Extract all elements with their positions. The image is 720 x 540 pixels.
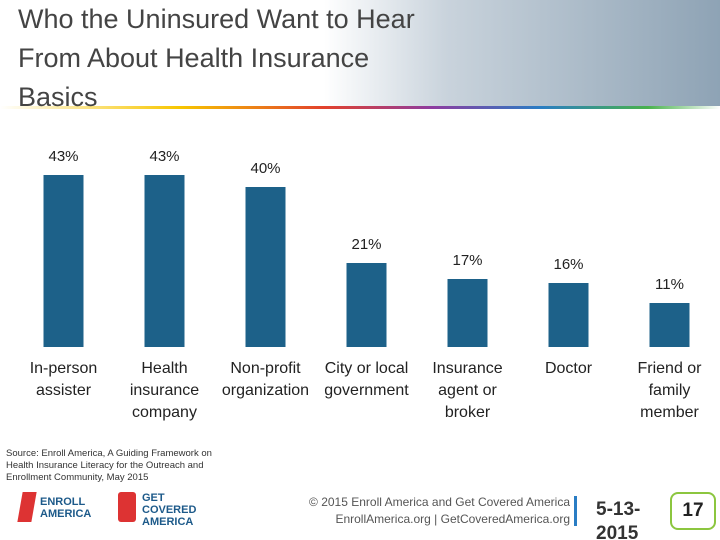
logo: ENROLL AMERICA bbox=[40, 496, 92, 520]
logo: GET COVERED AMERICA bbox=[142, 492, 197, 528]
copyright-line: © 2015 Enroll America and Get Covered Am… bbox=[309, 495, 570, 509]
x-tick-label: Health insurance company bbox=[129, 360, 200, 421]
x-tick-label: City or local government bbox=[324, 360, 409, 399]
value-label: 11% bbox=[655, 276, 684, 293]
divider bbox=[574, 496, 577, 526]
x-tick-label: Friend or family member bbox=[637, 360, 702, 421]
bar bbox=[548, 283, 589, 347]
source-note: Source: Enroll America, A Guiding Framew… bbox=[6, 448, 212, 483]
slide-title: Who the Uninsured Want to Hear From Abou… bbox=[18, 4, 415, 112]
chart: 43% 43% 40% 21% 17% 16% 11% bbox=[43, 148, 690, 347]
date: 5-13-2015 bbox=[596, 499, 641, 540]
sites-line: EnrollAmerica.org | GetCoveredAmerica.or… bbox=[335, 512, 570, 526]
bar bbox=[447, 279, 488, 347]
bar bbox=[144, 175, 185, 347]
value-label: 21% bbox=[351, 236, 381, 253]
header-band bbox=[0, 0, 720, 108]
x-tick-label: In-person assister bbox=[29, 360, 98, 399]
value-label: 43% bbox=[149, 148, 179, 165]
value-label: 40% bbox=[250, 160, 280, 177]
copyright: © 2015 Enroll America and Get Covered Am… bbox=[270, 494, 570, 528]
x-tick-label: Insurance agent or broker bbox=[432, 360, 503, 421]
x-tick-label: Doctor bbox=[544, 360, 593, 377]
value-label: 43% bbox=[48, 148, 78, 165]
value-label: 16% bbox=[553, 256, 583, 273]
x-tick-label: Non-profit organization bbox=[221, 360, 310, 399]
value-label: 17% bbox=[452, 252, 482, 269]
bar bbox=[245, 187, 286, 347]
logo-mark bbox=[17, 492, 37, 522]
rainbow-rule bbox=[0, 106, 720, 109]
bar bbox=[649, 303, 690, 347]
logo-mark bbox=[118, 492, 136, 522]
bar bbox=[43, 175, 84, 347]
bar bbox=[346, 263, 387, 347]
page-number: 17 bbox=[670, 492, 716, 530]
